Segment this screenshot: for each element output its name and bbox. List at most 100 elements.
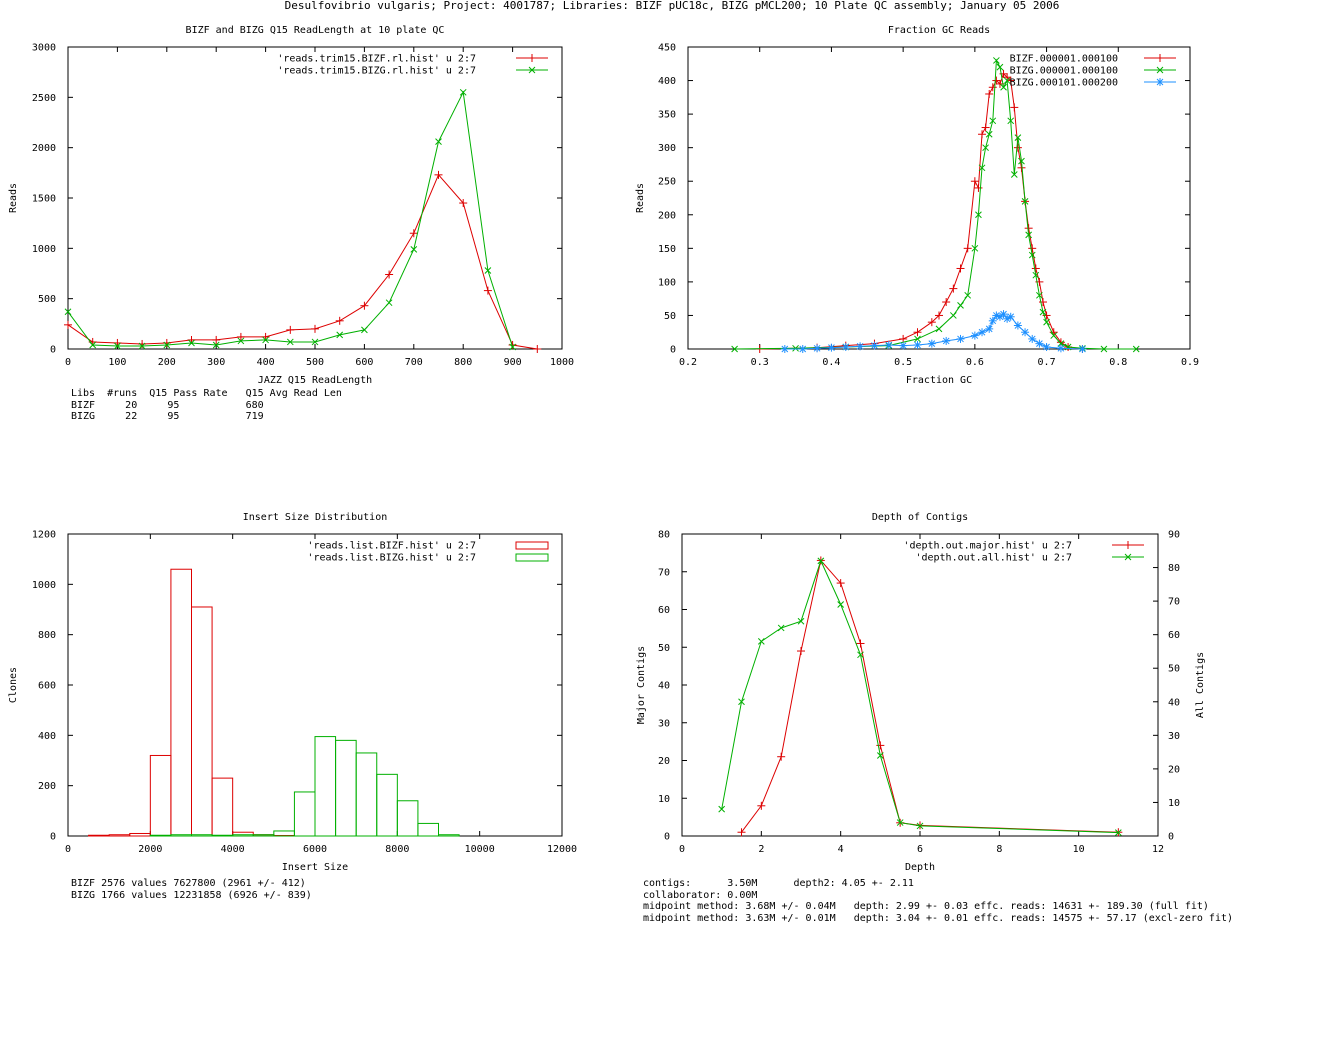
gc-data-point xyxy=(1050,332,1058,339)
gc-data-point xyxy=(988,316,997,325)
gc-data-point xyxy=(1006,76,1015,85)
gc-legend-label: BIZG.000001.000100 xyxy=(1010,66,1118,77)
gc-data-point xyxy=(949,312,957,319)
gc-data-point xyxy=(899,334,908,343)
insert-ytick-label: 600 xyxy=(38,681,56,692)
readlength-data-point xyxy=(336,331,344,339)
readlength-data-point xyxy=(434,170,443,179)
insert-bar xyxy=(293,791,316,837)
gc-data-point xyxy=(731,345,738,353)
insert-bar xyxy=(170,834,193,837)
insert-xtick-label: 12000 xyxy=(547,844,577,855)
insert-ytick-label: 1000 xyxy=(32,580,56,591)
readlength-data-point xyxy=(212,335,221,344)
gc-ylabel: Reads xyxy=(635,183,646,213)
insert-ytick-label: 800 xyxy=(38,630,56,641)
readlength-data-point xyxy=(360,301,369,310)
depth-y2tick-label: 0 xyxy=(1168,832,1174,843)
readlength-series-1 xyxy=(64,88,516,351)
gc-data-point xyxy=(964,291,972,299)
depth-data-point xyxy=(916,822,924,830)
gc-data-point xyxy=(1039,308,1047,316)
insert-xtick-label: 6000 xyxy=(303,844,327,855)
depth-data-point xyxy=(757,638,765,645)
insert-xtick-label: 8000 xyxy=(385,844,409,855)
gc-ytick-label: 400 xyxy=(658,76,676,87)
insert-bar xyxy=(211,834,234,837)
gc-data-point xyxy=(1038,298,1047,307)
readlength-ytick-label: 2500 xyxy=(32,93,56,104)
gc-data-point xyxy=(1100,345,1108,353)
gc-xtick-label: 0.7 xyxy=(1038,357,1056,368)
gc-data-point xyxy=(935,311,943,320)
gc-data-point xyxy=(942,336,951,345)
gc-data-point xyxy=(1042,342,1051,351)
gc-data-point xyxy=(1025,231,1032,239)
insert-xtick-label: 10000 xyxy=(465,844,495,855)
readlength-data-point xyxy=(459,88,467,96)
depth-legend-marker xyxy=(1124,541,1132,549)
gc-legend-label: BIZG.000101.000200 xyxy=(1010,78,1118,89)
insert-bar xyxy=(88,834,110,837)
gc-ytick-label: 150 xyxy=(658,244,676,255)
gc-data-point xyxy=(1003,77,1011,84)
gc-data-point xyxy=(1010,171,1018,178)
gc-data-point xyxy=(981,123,990,132)
depth-xtick-label: 4 xyxy=(838,844,844,855)
insert-xlabel: Insert Size xyxy=(282,862,348,873)
readlength-xtick-label: 200 xyxy=(158,357,176,368)
depth-xtick-label: 6 xyxy=(917,844,923,855)
readlength-data-point xyxy=(188,339,195,347)
readlength-data-point xyxy=(435,138,442,145)
gc-ytick-label: 200 xyxy=(658,210,676,221)
gc-data-point xyxy=(1010,103,1019,112)
readlength-data-point xyxy=(311,338,319,346)
gc-data-point xyxy=(1032,271,1040,279)
depth-ytick-label: 80 xyxy=(658,530,670,541)
depth-y2tick-label: 60 xyxy=(1168,630,1180,641)
depth-y2tick-label: 10 xyxy=(1168,798,1180,809)
readlength-xtick-label: 500 xyxy=(306,357,324,368)
depth-ytick-label: 0 xyxy=(664,832,670,843)
readlength-data-point xyxy=(409,229,418,238)
gc-xtick-label: 0.8 xyxy=(1109,357,1127,368)
depth-series-1 xyxy=(718,557,1122,836)
readlength-data-point xyxy=(484,267,492,274)
depth-ytick-label: 30 xyxy=(658,718,670,729)
gc-data-point xyxy=(1013,143,1022,152)
gc-series-line xyxy=(759,72,1083,350)
gc-data-point xyxy=(1028,244,1037,253)
gc-xtick-label: 0.3 xyxy=(751,357,769,368)
readlength-legend-marker xyxy=(528,54,536,62)
depth-y2tick-label: 20 xyxy=(1168,764,1180,775)
gc-data-point xyxy=(982,144,989,152)
gc-data-point xyxy=(992,76,1001,85)
depth-ytick-label: 50 xyxy=(658,643,670,654)
gc-data-point xyxy=(978,328,987,337)
insert-bar xyxy=(376,773,398,837)
gc-data-point xyxy=(996,63,1004,71)
gc-ytick-label: 350 xyxy=(658,110,676,121)
gc-data-point xyxy=(1000,83,1007,91)
readlength-data-point xyxy=(361,326,368,334)
gc-data-point xyxy=(935,325,943,333)
insert-legend-label: 'reads.list.BIZG.hist' u 2:7 xyxy=(307,553,476,564)
insert-series-0 xyxy=(88,568,295,837)
gc-xtick-label: 0.9 xyxy=(1181,357,1199,368)
gc-data-point xyxy=(884,340,893,349)
depth-ytick-label: 20 xyxy=(658,756,670,767)
insert-legend-swatch xyxy=(515,541,549,550)
gc-data-point xyxy=(841,342,850,351)
insert-bar xyxy=(314,736,337,837)
readlength-data-point xyxy=(385,270,394,279)
gc-legend-marker xyxy=(1156,78,1164,86)
readlength-ytick-label: 2000 xyxy=(32,143,56,154)
depth-data-point xyxy=(896,819,904,826)
insert-bar xyxy=(170,568,193,837)
gc-data-point xyxy=(978,164,986,172)
depth-data-point xyxy=(777,752,786,761)
gc-ytick-label: 50 xyxy=(664,311,676,322)
insert-xtick-label: 0 xyxy=(65,844,71,855)
